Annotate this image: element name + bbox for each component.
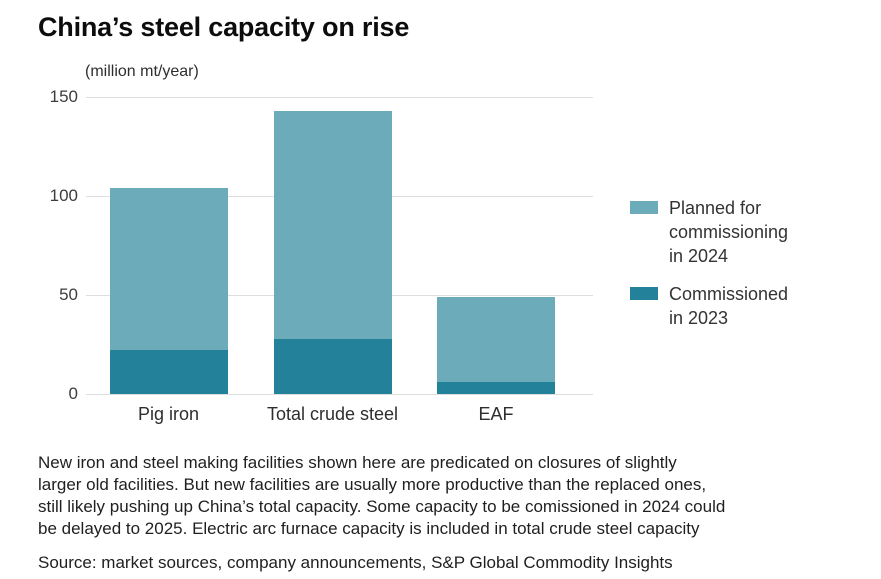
y-axis-tick-0: 0 — [68, 384, 78, 403]
legend-label-planned-2024: Planned for commissioning in 2024 — [669, 198, 789, 266]
legend: Planned for commissioning in 2024 Commis… — [630, 196, 788, 344]
y-axis-tick-50: 50 — [59, 285, 78, 304]
bar-segment-total-crude-steel-planned-for-commissioning-in-2024 — [273, 110, 392, 339]
x-axis-label-eaf: EAF — [478, 404, 514, 424]
bar-segment-pig-iron-commissioned-in-2023 — [109, 350, 228, 394]
legend-item-planned-2024: Planned for commissioning in 2024 — [630, 196, 788, 268]
bar-segment-eaf-planned-for-commissioning-in-2024 — [437, 296, 555, 383]
legend-swatch-planned-2024 — [630, 201, 658, 214]
axis-unit-label: (million mt/year) — [85, 63, 199, 80]
y-axis-tick-100: 100 — [49, 186, 78, 205]
x-axis-label-total-crude-steel: Total crude steel — [266, 404, 399, 424]
legend-item-commissioned-2023: Commissioned in 2023 — [630, 282, 788, 330]
bar-segment-pig-iron-planned-for-commissioning-in-2024 — [109, 188, 228, 351]
bar-segment-total-crude-steel-commissioned-in-2023 — [273, 338, 392, 394]
y-axis-tick-150: 150 — [49, 87, 78, 106]
gridline-y150 — [86, 97, 593, 98]
legend-label-commissioned-2023: Commissioned in 2023 — [669, 284, 789, 328]
source-text: Source: market sources, company announce… — [38, 553, 673, 572]
gridline-y0 — [86, 394, 593, 395]
x-axis-label-pig-iron: Pig iron — [137, 404, 200, 424]
legend-swatch-commissioned-2023 — [630, 287, 658, 300]
chart-title: China’s steel capacity on rise — [38, 12, 410, 42]
bar-segment-eaf-commissioned-in-2023 — [437, 382, 555, 394]
plot-area — [86, 97, 593, 395]
footnote-text: New iron and steel making facilities sho… — [38, 453, 726, 538]
